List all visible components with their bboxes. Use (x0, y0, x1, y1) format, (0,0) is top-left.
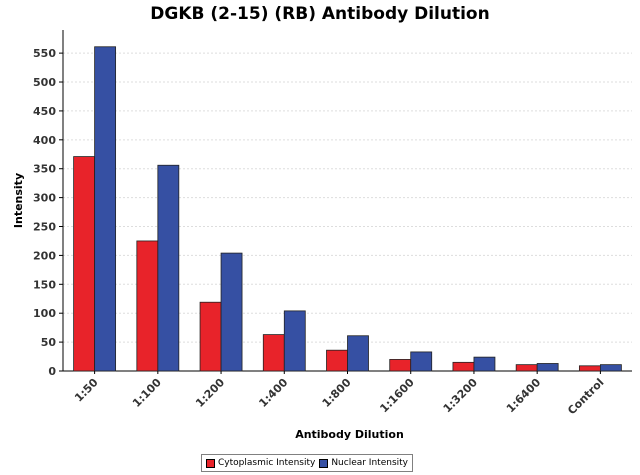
bar-cytoplasmic-1 (136, 240, 159, 372)
bar-nuclear-6 (473, 356, 496, 372)
legend: Cytoplasmic Intensity Nuclear Intensity (201, 454, 413, 472)
legend-swatch-nuclear (319, 458, 329, 468)
bar-nuclear-3 (283, 310, 306, 372)
x-tick-label: 1:100 (130, 376, 164, 410)
bar-cytoplasmic-2 (199, 301, 222, 372)
y-tick-label: 550 (33, 47, 56, 60)
bar-nuclear-8 (599, 364, 622, 372)
legend-item-nuclear: Nuclear Intensity (319, 458, 408, 468)
y-tick-label: 200 (33, 249, 56, 262)
legend-label-cytoplasmic: Cytoplasmic Intensity (218, 458, 316, 468)
bar-nuclear-5 (410, 351, 433, 372)
x-tick-label: 1:1600 (377, 376, 417, 416)
y-tick-label: 400 (33, 134, 56, 147)
bar-nuclear-2 (220, 252, 243, 372)
chart-title: DGKB (2-15) (RB) Antibody Dilution (150, 4, 490, 24)
bar-cytoplasmic-4 (326, 349, 348, 372)
bar-nuclear-7 (536, 363, 559, 372)
y-tick-label: 300 (33, 192, 56, 205)
x-tick-label: Control (565, 376, 606, 417)
y-axis-title: Intensity (12, 173, 25, 228)
bar-cytoplasmic-5 (389, 359, 412, 372)
y-tick-label: 100 (33, 307, 56, 320)
y-tick-label: 0 (48, 365, 56, 378)
bar-nuclear-1 (157, 164, 180, 372)
bar-cytoplasmic-7 (515, 364, 538, 372)
bar-cytoplasmic-3 (262, 334, 285, 372)
y-tick-label: 500 (33, 76, 56, 89)
y-tick-label: 350 (33, 163, 56, 176)
x-tick-label: 1:50 (72, 376, 101, 405)
x-tick-label: 1:400 (256, 376, 290, 410)
bar-nuclear-4 (347, 335, 369, 372)
bar-cytoplasmic-8 (578, 365, 601, 372)
y-tick-label: 450 (33, 105, 56, 118)
bar-nuclear-0 (94, 46, 117, 372)
legend-swatch-cytoplasmic (206, 458, 215, 468)
legend-label-nuclear: Nuclear Intensity (331, 458, 408, 468)
x-axis-title: Antibody Dilution (295, 428, 404, 441)
x-tick-label: 1:3200 (441, 376, 481, 416)
x-tick-label: 1:6400 (504, 376, 544, 416)
x-tick-label: 1:200 (193, 376, 227, 410)
bar-cytoplasmic-6 (452, 361, 475, 372)
y-tick-label: 250 (33, 221, 56, 234)
y-tick-label: 150 (33, 278, 56, 291)
bar-cytoplasmic-0 (73, 156, 96, 372)
y-tick-label: 50 (41, 336, 57, 349)
legend-item-cytoplasmic: Cytoplasmic Intensity (206, 458, 315, 468)
x-tick-label: 1:800 (320, 376, 354, 410)
